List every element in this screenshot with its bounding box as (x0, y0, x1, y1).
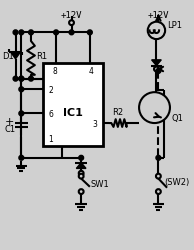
Text: R1: R1 (36, 52, 47, 61)
Circle shape (148, 23, 165, 40)
Circle shape (19, 112, 24, 116)
Circle shape (79, 171, 84, 176)
Text: 8: 8 (53, 67, 57, 76)
Text: (SW2): (SW2) (164, 178, 189, 187)
Text: +12V: +12V (148, 11, 169, 20)
Polygon shape (11, 53, 20, 60)
Circle shape (156, 156, 161, 160)
Text: 2: 2 (48, 86, 53, 94)
Circle shape (13, 77, 18, 82)
Bar (42, 64, 103, 147)
Text: +: + (5, 117, 14, 126)
Text: LP1: LP1 (167, 21, 182, 30)
Circle shape (19, 77, 24, 82)
Circle shape (154, 67, 159, 72)
Circle shape (69, 21, 74, 26)
Polygon shape (76, 163, 86, 169)
Circle shape (156, 174, 161, 179)
Circle shape (19, 88, 24, 92)
Polygon shape (152, 60, 161, 66)
Text: 4: 4 (88, 67, 93, 76)
Circle shape (79, 156, 84, 160)
Text: C1: C1 (4, 125, 15, 134)
Text: R2: R2 (112, 108, 123, 117)
Circle shape (87, 31, 92, 36)
Circle shape (29, 31, 33, 36)
Circle shape (13, 31, 18, 36)
Circle shape (29, 77, 33, 82)
Text: 1: 1 (48, 134, 53, 143)
Text: IC1: IC1 (63, 108, 83, 118)
Text: 3: 3 (93, 119, 98, 128)
Circle shape (139, 93, 170, 124)
Circle shape (156, 190, 161, 194)
Text: 6: 6 (48, 110, 53, 118)
Circle shape (156, 69, 161, 74)
Text: D1: D1 (2, 52, 14, 61)
Text: +12V: +12V (61, 11, 82, 20)
Text: SW1: SW1 (91, 180, 110, 188)
Text: Q1: Q1 (172, 113, 184, 122)
Circle shape (79, 190, 84, 194)
Circle shape (19, 31, 24, 36)
Circle shape (19, 156, 24, 160)
Circle shape (79, 174, 84, 179)
Circle shape (54, 31, 58, 36)
Circle shape (19, 77, 24, 82)
Circle shape (69, 31, 74, 36)
